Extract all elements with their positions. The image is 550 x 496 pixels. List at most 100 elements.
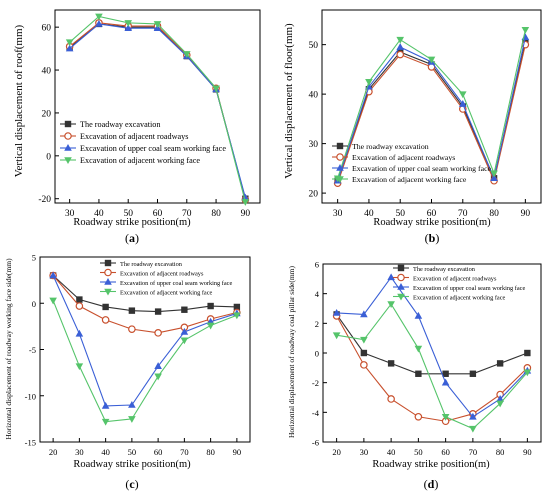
x-axis-label: Roadway strike position(m) bbox=[73, 217, 191, 228]
data-point bbox=[102, 303, 109, 311]
data-point bbox=[458, 100, 467, 107]
series-line bbox=[52, 275, 237, 313]
legend-marker bbox=[397, 273, 405, 282]
legend-label: Excavation of upper coal seam working fa… bbox=[352, 164, 492, 173]
data-point bbox=[76, 296, 83, 303]
legend-marker bbox=[336, 176, 344, 183]
legend-label: Excavation of adjacent roadways bbox=[352, 153, 455, 162]
data-point bbox=[360, 349, 368, 357]
legend-label: Excavation of adjacent roadways bbox=[413, 276, 497, 283]
x-tick-label: 80 bbox=[211, 209, 221, 219]
data-point bbox=[469, 370, 477, 377]
x-tick-label: 90 bbox=[233, 447, 242, 457]
x-tick-label: 40 bbox=[387, 447, 396, 457]
panel-label: (a) bbox=[125, 231, 139, 245]
data-point bbox=[414, 345, 423, 353]
data-point bbox=[396, 43, 405, 50]
legend-marker bbox=[64, 120, 72, 128]
legend-marker bbox=[104, 288, 112, 296]
legend-label: Excavation of adjacent working face bbox=[352, 175, 467, 184]
data-point bbox=[396, 36, 405, 44]
data-point bbox=[95, 19, 103, 27]
data-point bbox=[128, 307, 136, 314]
x-tick-label: 30 bbox=[65, 209, 75, 219]
data-point bbox=[75, 363, 84, 371]
legend-marker bbox=[104, 268, 112, 277]
x-tick-label: 20 bbox=[49, 447, 58, 457]
data-point bbox=[128, 416, 136, 423]
y-tick-label: 0 bbox=[32, 299, 36, 309]
chart-panel: 20 30 40 50 60 70 80 90 -6 -4 -2 0 2 4 6 The roadway ex… bbox=[287, 260, 542, 491]
x-tick-label: 60 bbox=[153, 209, 163, 219]
data-point bbox=[469, 425, 477, 433]
legend-marker bbox=[336, 153, 344, 161]
legend-marker bbox=[64, 132, 72, 140]
chart-panel: 30 40 50 60 70 80 90 -20 0 20 40 60 The roadway exca… bbox=[13, 9, 261, 245]
legend-label: Excavation of adjacent working face bbox=[413, 295, 506, 302]
y-tick-label: 0 bbox=[46, 152, 51, 162]
x-tick-label: 50 bbox=[414, 447, 423, 457]
data-point bbox=[49, 271, 57, 279]
legend-marker bbox=[64, 157, 72, 164]
series-line bbox=[336, 303, 528, 430]
data-point bbox=[75, 329, 84, 337]
legend-marker bbox=[336, 142, 344, 150]
data-point bbox=[154, 329, 162, 337]
x-axis-label: Roadway strike position(m) bbox=[372, 459, 490, 470]
data-point bbox=[124, 20, 133, 27]
data-point bbox=[441, 413, 450, 421]
x-axis-label: Roadway strike position(m) bbox=[73, 459, 191, 470]
data-point bbox=[65, 39, 74, 47]
data-point bbox=[387, 273, 395, 281]
legend: The roadway excavation Excavation of adja… bbox=[332, 142, 492, 184]
data-point bbox=[415, 370, 422, 377]
data-point bbox=[206, 322, 215, 330]
legend-marker bbox=[104, 259, 112, 267]
legend-label: Excavation of adjacent working face bbox=[80, 156, 200, 165]
data-point bbox=[101, 401, 110, 409]
x-tick-label: 70 bbox=[458, 209, 468, 219]
y-tick-label: 30 bbox=[309, 140, 319, 150]
x-tick-label: 20 bbox=[332, 447, 341, 457]
data-point bbox=[241, 199, 250, 206]
data-point bbox=[154, 362, 162, 369]
series-line bbox=[69, 22, 246, 200]
data-point bbox=[496, 400, 504, 408]
data-point bbox=[360, 310, 368, 318]
data-point bbox=[523, 369, 532, 377]
legend-marker bbox=[336, 164, 344, 171]
y-tick-label: -6 bbox=[312, 438, 319, 448]
legend-marker bbox=[104, 278, 112, 285]
legend: The roadway excavation Excavation of adja… bbox=[393, 264, 525, 302]
data-point bbox=[490, 170, 498, 178]
data-point bbox=[414, 412, 423, 421]
y-tick-label: 40 bbox=[309, 91, 319, 101]
data-point bbox=[414, 311, 423, 319]
series-line bbox=[336, 276, 528, 418]
data-point bbox=[182, 51, 191, 58]
x-tick-label: 30 bbox=[333, 209, 343, 219]
legend-label: The roadway excavation bbox=[352, 142, 429, 151]
data-point bbox=[496, 394, 504, 402]
data-point bbox=[469, 412, 477, 420]
x-tick-label: 50 bbox=[395, 209, 405, 219]
data-point bbox=[365, 78, 373, 86]
data-point bbox=[458, 91, 467, 99]
data-point bbox=[387, 301, 395, 309]
data-point bbox=[154, 308, 162, 315]
y-tick-label: 60 bbox=[42, 24, 52, 34]
x-tick-label: 70 bbox=[469, 447, 478, 457]
data-point bbox=[154, 373, 162, 381]
series-line bbox=[52, 275, 238, 334]
legend-label: Excavation of upper coal seam working fa… bbox=[80, 144, 226, 153]
legend-label: Excavation of adjacent roadways bbox=[80, 132, 188, 141]
x-tick-label: 30 bbox=[360, 447, 369, 457]
data-point bbox=[442, 370, 449, 377]
legend: The roadway excavation Excavation of adja… bbox=[60, 120, 226, 165]
data-point bbox=[180, 337, 189, 345]
data-point bbox=[521, 33, 530, 41]
plot-frame bbox=[54, 9, 261, 204]
data-point bbox=[75, 302, 84, 310]
data-point bbox=[490, 174, 498, 182]
